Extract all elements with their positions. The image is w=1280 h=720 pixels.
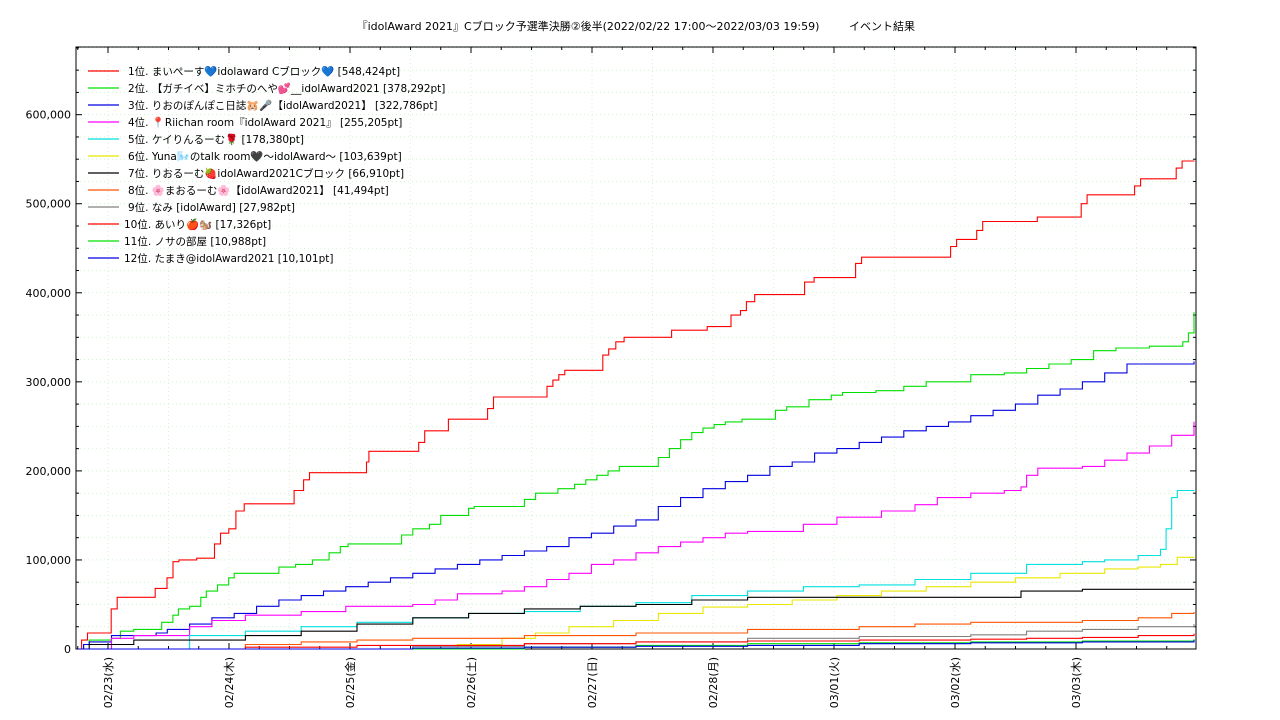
x-tick-label: 02/23(水) — [102, 657, 115, 708]
x-tick-label: 02/24(木) — [223, 657, 236, 708]
y-tick-label: 500,000 — [26, 198, 72, 211]
y-tick-label: 600,000 — [26, 109, 72, 122]
y-tick-label: 200,000 — [26, 465, 72, 478]
series-line-12 — [78, 640, 1195, 650]
x-axis: 02/23(水) 02/24(木) 02/25(金) 02/26(土) 02/27(日)… — [77, 47, 1168, 708]
legend-label-8: 8位. 🌸まおるーむ🌸【idolAward2021】 [41,494pt] — [128, 184, 389, 197]
series-line-3 — [78, 361, 1195, 650]
series-line-2 — [78, 312, 1195, 650]
series-line-4 — [78, 421, 1195, 650]
legend-label-11: 11位. ノサの部屋 [10,988pt] — [124, 235, 266, 248]
x-tick-label: 02/28(月) — [707, 657, 720, 708]
series-line-7 — [78, 588, 1195, 650]
series-line-8 — [78, 612, 1195, 650]
legend-label-12: 12位. たまき@idolAward2021 [10,101pt] — [124, 252, 334, 265]
y-tick-label: 300,000 — [26, 376, 72, 389]
legend-label-3: 3位. りおのぽんぽこ日誌🐹🎤【idolAward2021】 [322,786p… — [128, 99, 437, 112]
y-tick-label: 400,000 — [26, 287, 72, 300]
legend-label-10: 10位. あいり🍎🐿️ [17,326pt] — [124, 218, 271, 231]
legend: 1位. まいぺーす💙idolaward Cブロック💙 [548,424pt] 2位… — [88, 65, 445, 265]
legend-label-4: 4位. 📍Riichan room『idolAward 2021』 [255,2… — [128, 116, 402, 129]
legend-label-5: 5位. ケイりんるーむ🌹 [178,380pt] — [128, 133, 304, 146]
legend-label-7: 7位. りおるーむ🍓idolAward2021Cブロック [66,910pt] — [128, 167, 404, 180]
series-line-10 — [78, 633, 1195, 650]
y-tick-label: 100,000 — [26, 554, 72, 567]
series-line-9 — [78, 624, 1195, 650]
legend-label-1: 1位. まいぺーす💙idolaward Cブロック💙 [548,424pt] — [128, 65, 400, 78]
x-tick-label: 03/02(水) — [949, 657, 962, 708]
plot-frame — [75, 46, 1197, 650]
x-tick-label: 03/01(火) — [828, 657, 841, 708]
legend-label-6: 6位. Yuna🌬️のtalk room🖤〜idolAward〜 [103,63… — [128, 150, 402, 163]
x-tick-label: 02/27(日) — [586, 657, 599, 708]
series-lines — [78, 160, 1195, 650]
y-tick-label: 0 — [64, 643, 71, 656]
chart-subtitle: イベント結果 — [849, 19, 915, 33]
chart-title: 『idolAward 2021』Cブロック予選準決勝②後半(2022/02/22… — [357, 19, 820, 33]
x-tick-label: 02/25(金) — [343, 657, 357, 708]
x-tick-label: 02/26(土) — [465, 657, 478, 708]
legend-label-9: 9位. なみ [idolAward] [27,982pt] — [128, 201, 295, 214]
x-tick-label: 03/03(木) — [1070, 657, 1083, 708]
series-line-1 — [78, 160, 1195, 650]
series-line-5 — [78, 489, 1195, 650]
legend-label-2: 2位. 【ガチイベ】ミホチのへや💕__idolAward2021 [378,29… — [128, 82, 445, 95]
